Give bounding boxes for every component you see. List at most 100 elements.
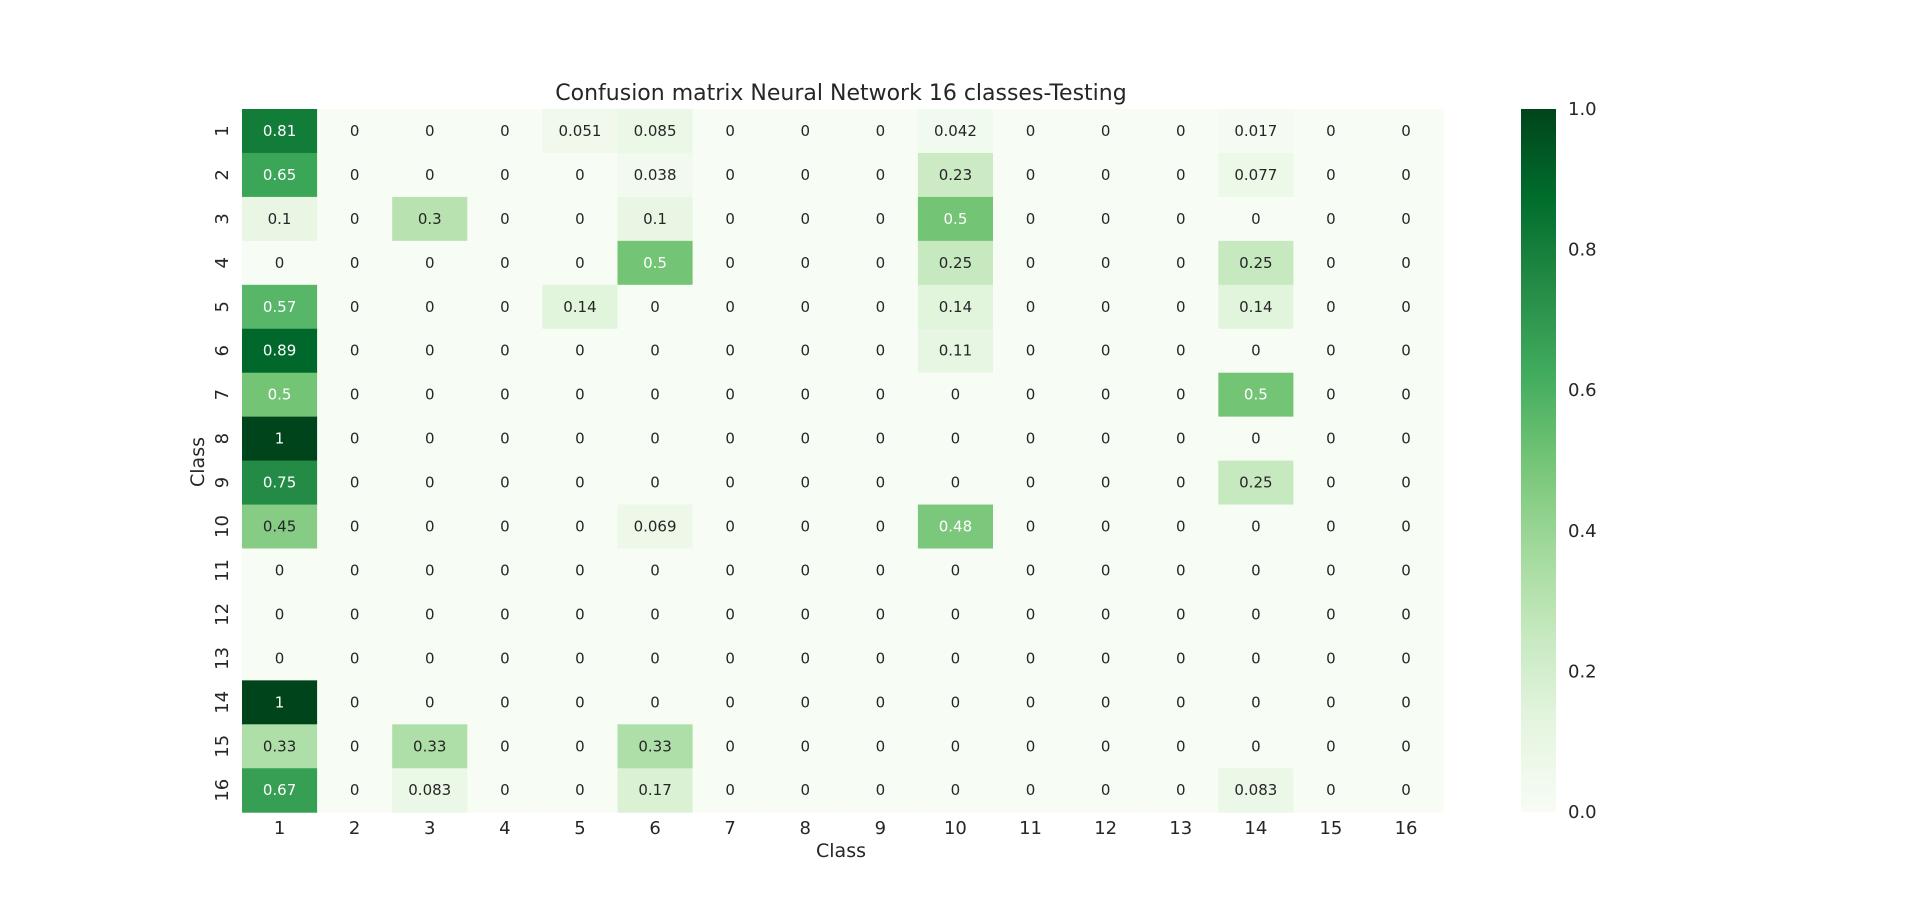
heatmap-cell xyxy=(993,284,1069,330)
colorbar-tick-label: 0.0 xyxy=(1568,802,1597,823)
cell-value-label: 0.48 xyxy=(939,518,972,536)
heatmap-cell xyxy=(1068,328,1144,374)
cell-value-label: 0.25 xyxy=(939,254,972,272)
heatmap-cell xyxy=(242,240,318,286)
cell-value-label: 0 xyxy=(1026,342,1036,360)
cell-value-label: 0 xyxy=(425,474,435,492)
cell-value-label: 0.75 xyxy=(263,474,296,492)
cell-value-label: 0 xyxy=(1401,166,1411,184)
heatmap-cell xyxy=(242,196,318,242)
cell-value-label: 0 xyxy=(650,561,660,579)
cell-value-label: 0 xyxy=(876,518,886,536)
heatmap-cell xyxy=(842,504,919,549)
cell-value-label: 1 xyxy=(275,693,285,711)
cell-value-label: 0 xyxy=(876,649,886,667)
heatmap-cell xyxy=(1293,592,1369,637)
heatmap-cell xyxy=(767,196,844,242)
chart-title: Confusion matrix Neural Network 16 class… xyxy=(555,81,1126,106)
heatmap-cell xyxy=(692,548,769,593)
heatmap-cell xyxy=(917,196,994,242)
cell-value-label: 0.14 xyxy=(563,298,596,316)
heatmap-cell xyxy=(242,416,318,462)
cell-value-label: 0 xyxy=(1101,737,1111,755)
heatmap-cell xyxy=(993,636,1069,681)
cell-value-label: 0 xyxy=(1101,386,1111,404)
heatmap-cell xyxy=(767,548,844,593)
x-tick-label: 10 xyxy=(944,818,967,839)
cell-value-label: 0 xyxy=(725,474,735,492)
cell-value-label: 0 xyxy=(1251,649,1261,667)
heatmap-cell xyxy=(917,240,994,286)
cell-value-label: 0 xyxy=(350,474,360,492)
cell-value-label: 0 xyxy=(725,166,735,184)
heatmap-cell xyxy=(317,328,393,374)
heatmap-cell xyxy=(242,284,318,330)
heatmap-cell xyxy=(617,636,694,681)
cell-value-label: 0 xyxy=(876,166,886,184)
cell-value-label: 0 xyxy=(1176,649,1186,667)
cell-value-label: 0 xyxy=(650,430,660,448)
heatmap-cell xyxy=(392,724,468,769)
heatmap-cell xyxy=(1218,592,1294,637)
cell-value-label: 0.077 xyxy=(1234,166,1277,184)
heatmap-cell xyxy=(842,724,919,769)
heatmap-cell xyxy=(542,109,618,154)
cell-value-label: 0 xyxy=(425,605,435,623)
cell-value-label: 0 xyxy=(1326,518,1336,536)
cell-value-label: 0 xyxy=(1326,474,1336,492)
heatmap-cell xyxy=(767,504,844,549)
y-tick-label: 10 xyxy=(212,515,233,538)
heatmap-cell xyxy=(1368,284,1445,330)
cell-value-label: 0 xyxy=(1176,518,1186,536)
heatmap-cell xyxy=(842,680,919,725)
heatmap-cell xyxy=(1068,284,1144,330)
cell-value-label: 0 xyxy=(1251,518,1261,536)
cell-value-label: 0 xyxy=(800,518,810,536)
cell-value-label: 0 xyxy=(725,781,735,799)
heatmap-cell xyxy=(467,328,543,374)
cell-value-label: 0 xyxy=(1026,298,1036,316)
colorbar-tick-label: 1.0 xyxy=(1568,99,1597,120)
cell-value-label: 0 xyxy=(951,386,961,404)
x-tick-label: 7 xyxy=(724,818,735,839)
heatmap-cell xyxy=(317,240,393,286)
heatmap-cell xyxy=(993,240,1069,286)
heatmap-cell xyxy=(1368,240,1445,286)
y-tick-label: 9 xyxy=(212,477,233,488)
heatmap-cell xyxy=(392,152,468,198)
cell-value-label: 0 xyxy=(575,430,585,448)
cell-value-label: 0 xyxy=(1326,298,1336,316)
heatmap-cell xyxy=(317,109,393,154)
cell-value-label: 0.3 xyxy=(418,210,442,228)
heatmap-cell xyxy=(467,548,543,593)
heatmap-cell xyxy=(617,724,694,769)
heatmap-cell xyxy=(842,460,919,506)
cell-value-label: 0 xyxy=(800,166,810,184)
heatmap-cell xyxy=(242,372,318,418)
cell-value-label: 0.14 xyxy=(1239,298,1272,316)
heatmap-cell xyxy=(542,636,618,681)
heatmap-cell xyxy=(917,724,994,769)
heatmap-cell xyxy=(1143,724,1219,769)
cell-value-label: 0 xyxy=(350,430,360,448)
heatmap-cell xyxy=(467,284,543,330)
cell-value-label: 0 xyxy=(725,649,735,667)
cell-value-label: 0 xyxy=(425,649,435,667)
heatmap-cell xyxy=(1143,240,1219,286)
y-tick-label: 7 xyxy=(212,389,233,400)
heatmap-cell xyxy=(617,109,694,154)
cell-value-label: 0 xyxy=(876,210,886,228)
cell-value-label: 0 xyxy=(1176,386,1186,404)
cell-value-label: 0 xyxy=(725,122,735,140)
cell-value-label: 0 xyxy=(876,386,886,404)
cell-value-label: 0 xyxy=(800,342,810,360)
heatmap-cell xyxy=(467,152,543,198)
cell-value-label: 0 xyxy=(500,605,510,623)
x-tick-label: 3 xyxy=(424,818,435,839)
cell-value-label: 0.1 xyxy=(643,210,667,228)
cell-value-label: 0 xyxy=(1326,386,1336,404)
cell-value-label: 0 xyxy=(800,210,810,228)
y-tick-label: 12 xyxy=(212,603,233,626)
cell-value-label: 0 xyxy=(876,605,886,623)
